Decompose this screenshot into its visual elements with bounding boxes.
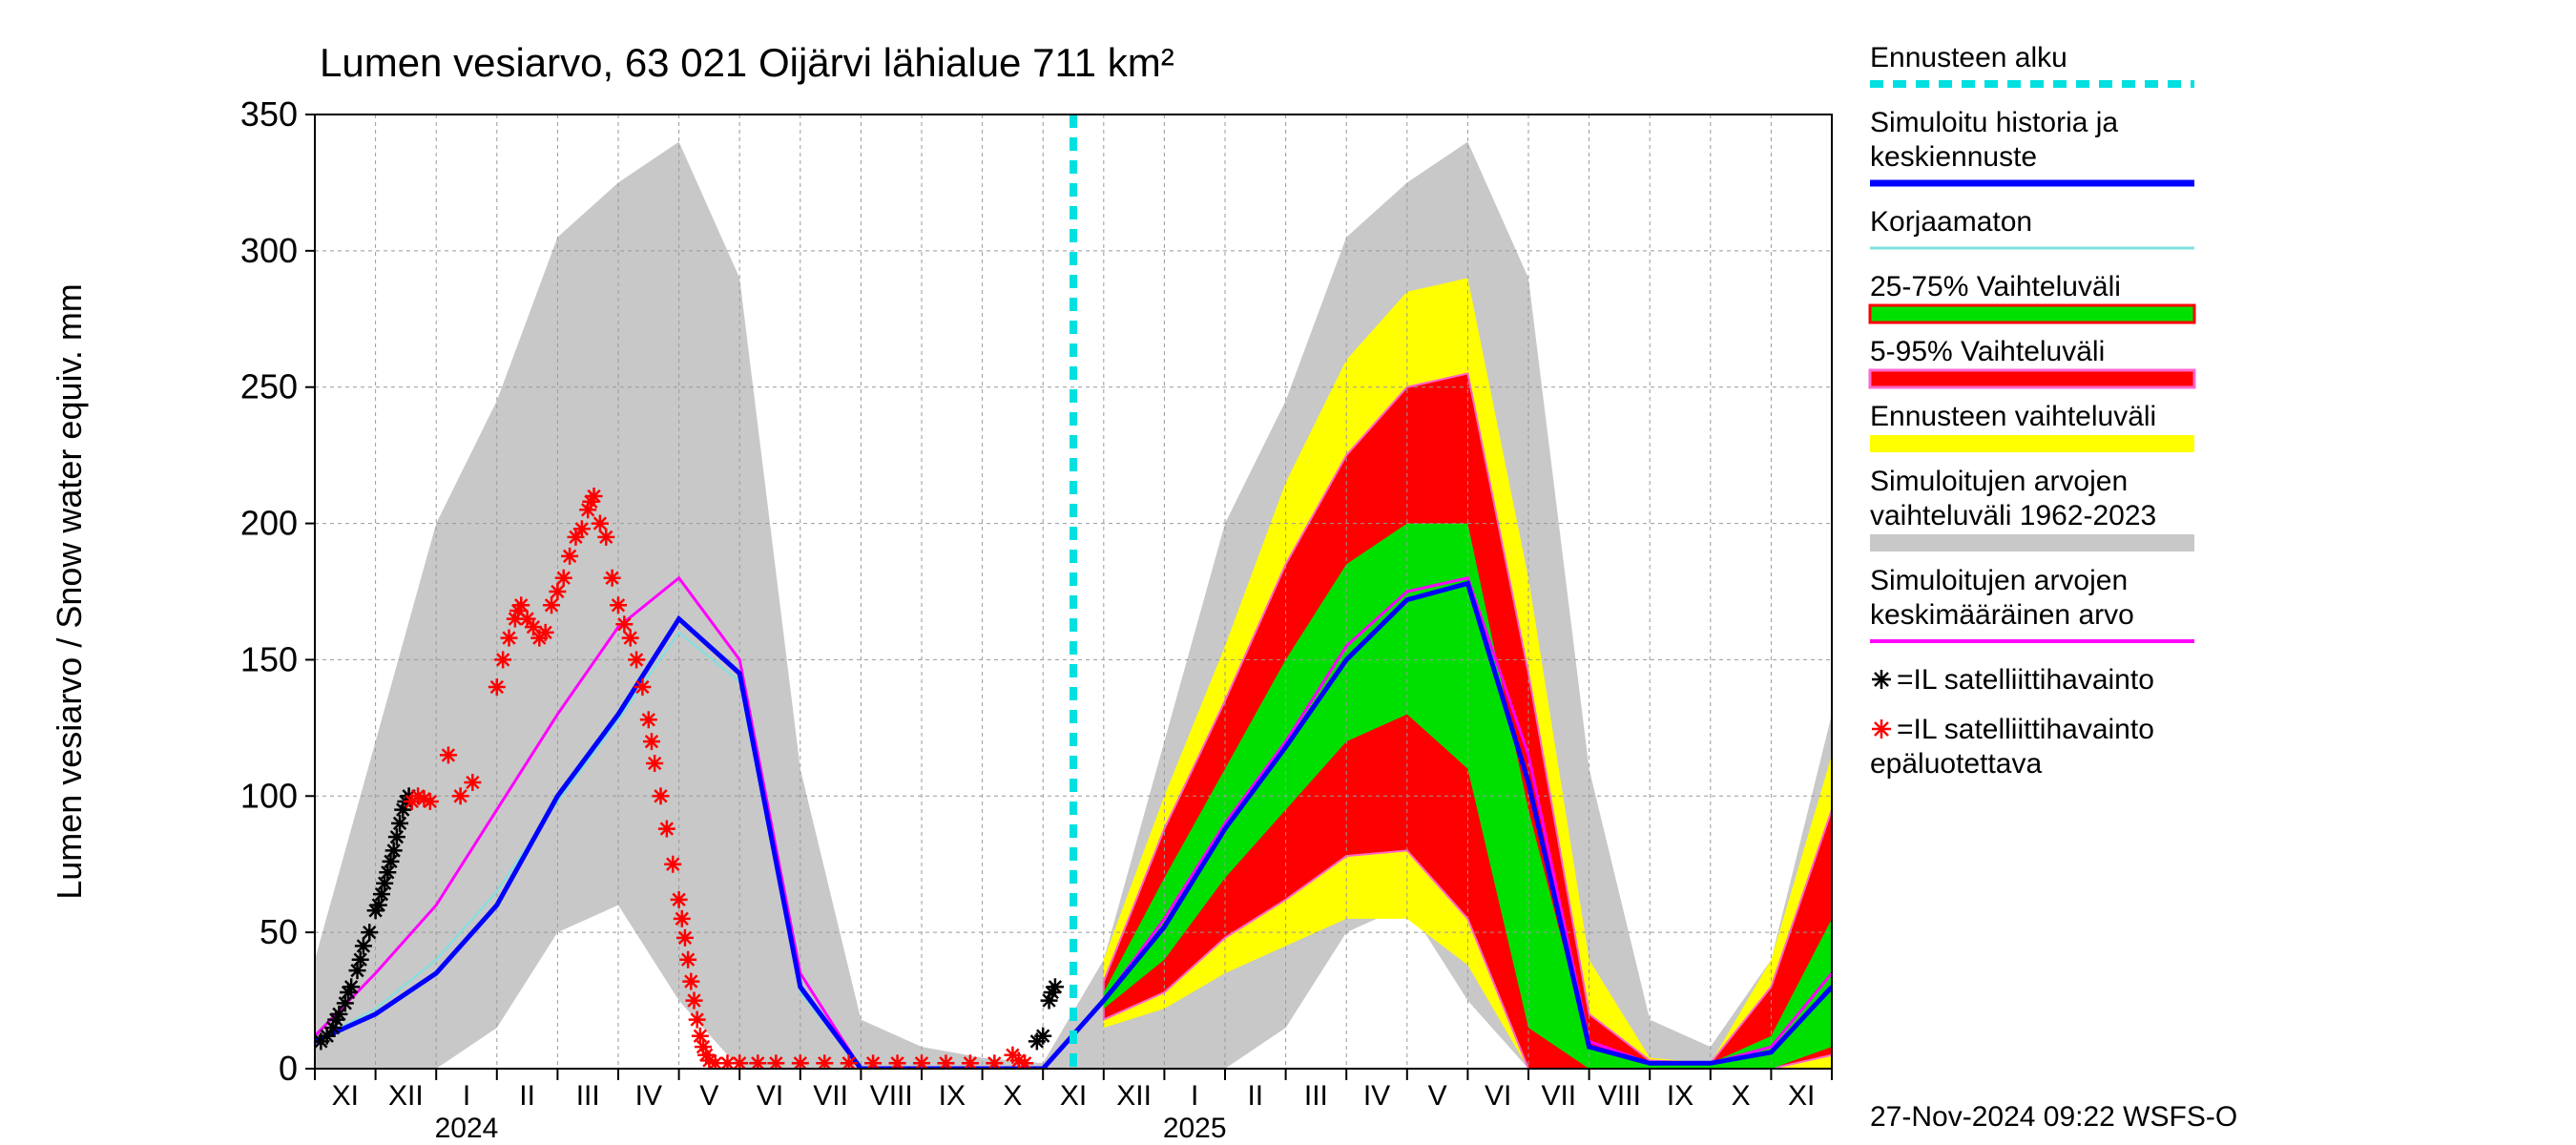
x-month-label: XII [388,1080,424,1112]
legend-label: =IL satelliittihavainto [1897,664,2154,696]
y-tick-label: 50 [260,912,298,951]
x-month-label: IX [1667,1080,1693,1112]
x-month-label: III [1304,1080,1328,1112]
x-month-label: X [1732,1080,1751,1112]
x-month-label: II [519,1080,535,1112]
x-month-label: IX [939,1080,966,1112]
legend-label: Simuloitu historia ja [1870,107,2118,138]
x-month-label: V [699,1080,718,1112]
legend-label: 5-95% Vaihteluväli [1870,336,2105,367]
x-month-label: X [1003,1080,1022,1112]
x-month-label: IV [635,1080,662,1112]
legend-label: 25-75% Vaihteluväli [1870,271,2121,302]
legend-label: Simuloitujen arvojen [1870,565,2128,596]
legend-label: Ennusteen alku [1870,42,2067,73]
x-month-label: XI [332,1080,359,1112]
chart-container: { "chart": { "type": "line+area", "title… [0,0,2576,1145]
y-tick-label: 150 [240,639,298,678]
x-month-label: VII [1541,1080,1576,1112]
legend-label: epäluotettava [1870,748,2042,780]
y-tick-label: 350 [240,94,298,134]
legend-label: keskiennuste [1870,141,2037,173]
x-month-label: VI [1485,1080,1511,1112]
x-month-label: I [1191,1080,1198,1112]
y-tick-label: 250 [240,367,298,406]
chart-title: Lumen vesiarvo, 63 021 Oijärvi lähialue … [320,40,1174,85]
year-label: 2024 [435,1113,499,1144]
x-month-label: V [1428,1080,1447,1112]
x-month-label: XII [1116,1080,1152,1112]
legend-label: Ennusteen vaihteluväli [1870,401,2156,432]
x-month-label: XI [1060,1080,1087,1112]
legend-label: =IL satelliittihavainto [1897,714,2154,745]
x-month-label: VIII [870,1080,913,1112]
legend-label: keskimääräinen arvo [1870,599,2134,631]
x-month-label: III [576,1080,600,1112]
y-tick-label: 300 [240,231,298,270]
y-tick-label: 0 [279,1049,298,1088]
legend-label: Simuloitujen arvojen [1870,466,2128,497]
x-month-label: IV [1363,1080,1390,1112]
timestamp: 27-Nov-2024 09:22 WSFS-O [1870,1101,2237,1133]
y-tick-label: 100 [240,776,298,815]
y-tick-label: 200 [240,504,298,543]
x-month-label: VI [757,1080,783,1112]
year-label: 2025 [1163,1113,1227,1144]
x-month-label: I [463,1080,470,1112]
swe-chart-svg: Lumen vesiarvo, 63 021 Oijärvi lähialue … [0,0,2576,1145]
x-month-label: II [1247,1080,1263,1112]
x-month-label: VIII [1598,1080,1641,1112]
legend-label: vaihteluväli 1962-2023 [1870,500,2156,531]
x-month-label: VII [813,1080,848,1112]
y-axis-label: Lumen vesiarvo / Snow water equiv. mm [50,283,89,900]
x-month-label: XI [1788,1080,1815,1112]
legend-label: Korjaamaton [1870,206,2032,238]
